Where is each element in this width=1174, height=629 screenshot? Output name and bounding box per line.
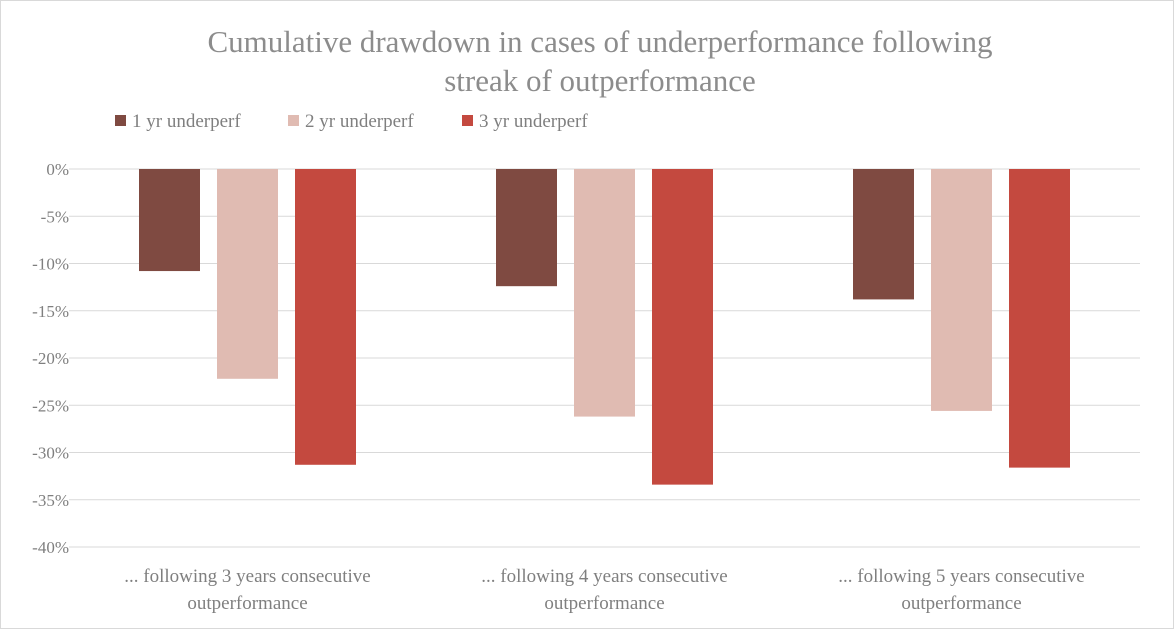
category-label-1-line-2: outperformance [187, 593, 307, 614]
bar-cat2-series2 [574, 169, 635, 417]
chart-title: Cumulative drawdown in cases of underper… [207, 24, 992, 98]
bars [139, 169, 1070, 485]
y-tick-label-5: -25% [32, 396, 69, 415]
y-tick-label-7: -35% [32, 491, 69, 510]
legend-swatch-2 [288, 115, 299, 126]
y-tick-label-6: -30% [32, 444, 69, 463]
bar-cat1-series2 [217, 169, 278, 379]
bar-cat2-series3 [652, 169, 713, 485]
y-tick-label-3: -15% [32, 302, 69, 321]
legend-swatch-3 [462, 115, 473, 126]
y-tick-label-0: 0% [46, 160, 69, 179]
category-label-1-line-1: ... following 3 years consecutive [124, 566, 370, 587]
chart-title-line-2: streak of outperformance [444, 63, 756, 98]
category-label-2-line-2: outperformance [544, 593, 664, 614]
category-label-2-line-1: ... following 4 years consecutive [481, 566, 727, 587]
category-label-3-line-2: outperformance [901, 593, 1021, 614]
bar-cat1-series3 [295, 169, 356, 465]
y-tick-label-4: -20% [32, 349, 69, 368]
y-tick-label-1: -5% [41, 207, 69, 226]
bar-cat1-series1 [139, 169, 200, 272]
legend-label-2: 2 yr underperf [305, 111, 414, 132]
y-tick-label-8: -40% [32, 538, 69, 557]
x-axis-category-labels: ... following 3 years consecutive outperf… [124, 566, 1084, 614]
bar-cat3-series1 [853, 169, 914, 300]
category-label-3-line-1: ... following 5 years consecutive [838, 566, 1084, 587]
legend-swatch-1 [115, 115, 126, 126]
bar-cat3-series2 [931, 169, 992, 411]
legend-label-3: 3 yr underperf [479, 111, 588, 132]
legend-label-1: 1 yr underperf [132, 111, 241, 132]
bar-cat3-series3 [1009, 169, 1070, 468]
chart-title-line-1: Cumulative drawdown in cases of underper… [207, 24, 992, 59]
y-tick-label-2: -10% [32, 255, 69, 274]
bar-cat2-series1 [496, 169, 557, 287]
legend: 1 yr underperf 2 yr underperf 3 yr underpe… [115, 111, 588, 132]
y-axis-tick-labels: 0% -5% -10% -15% -20% -25% -30% -35% -40% [32, 160, 69, 557]
